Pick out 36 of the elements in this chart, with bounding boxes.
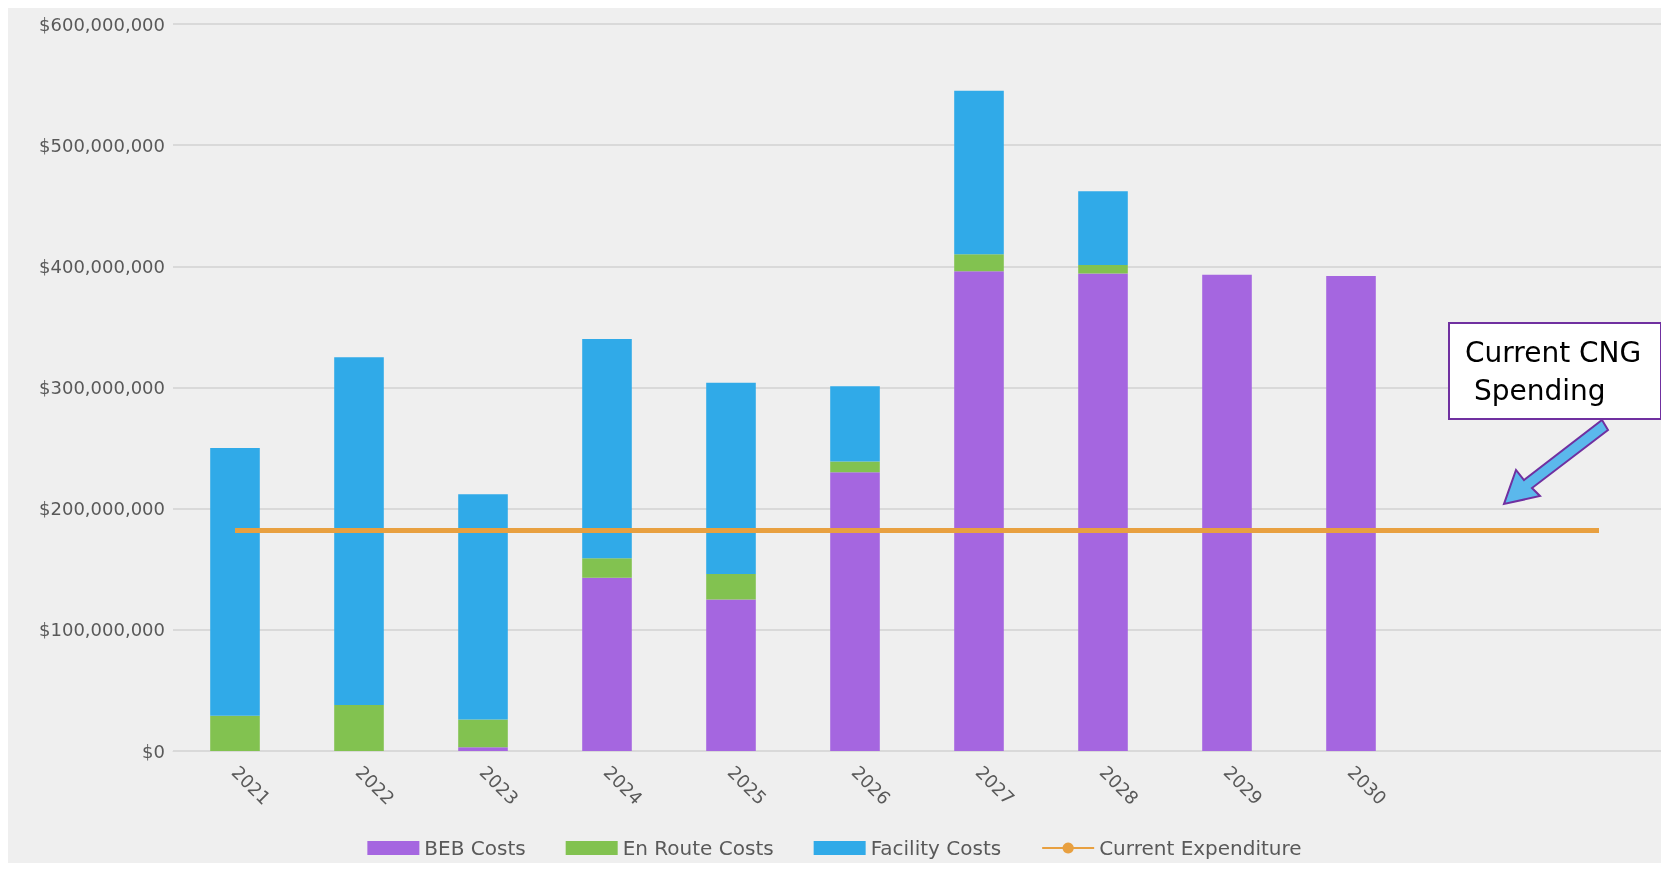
legend-label: Facility Costs (870, 836, 1002, 860)
bar (582, 558, 632, 578)
bar (1078, 191, 1128, 266)
bar (830, 461, 880, 473)
y-tick-label: $200,000,000 (39, 498, 165, 520)
y-tick-label: $400,000,000 (39, 255, 165, 277)
annotation: Current CNG Spending (1465, 335, 1642, 407)
bar (210, 448, 260, 716)
bar (706, 382, 756, 575)
bar (210, 715, 260, 751)
bar (582, 577, 632, 751)
bar (1326, 276, 1376, 751)
bar (706, 599, 756, 751)
bar (458, 494, 508, 720)
bar (334, 357, 384, 705)
y-tick-label: $0 (142, 740, 165, 762)
bar (334, 704, 384, 751)
legend-label: En Route Costs (622, 836, 774, 860)
bar (582, 339, 632, 559)
bar (458, 719, 508, 748)
y-tick-label: $600,000,000 (39, 13, 165, 35)
bar (1202, 274, 1252, 751)
bar (1078, 273, 1128, 751)
bar (706, 574, 756, 600)
bar (954, 90, 1004, 255)
bar (954, 254, 1004, 272)
bar (458, 747, 508, 751)
bar (830, 472, 880, 751)
legend-label: Current Expenditure (1099, 836, 1302, 860)
bar (830, 386, 880, 462)
y-tick-label: $300,000,000 (39, 377, 165, 398)
y-tick-label: $500,000,000 (39, 134, 165, 156)
y-tick-label: $100,000,000 (39, 619, 165, 641)
bar (1078, 265, 1128, 274)
legend-label: BEB Costs (424, 836, 526, 860)
bar (954, 271, 1004, 751)
